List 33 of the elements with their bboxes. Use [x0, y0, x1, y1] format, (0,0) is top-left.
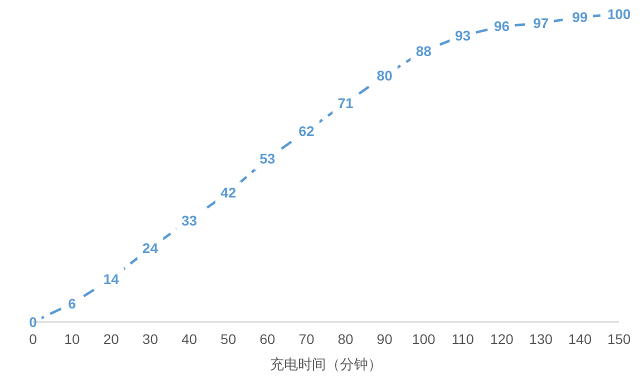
x-tick-label: 110 — [452, 331, 474, 347]
data-label: 93 — [454, 27, 471, 44]
data-label: 100 — [607, 6, 631, 22]
data-label: 97 — [533, 15, 549, 32]
x-tick-label: 60 — [260, 331, 276, 347]
data-label: 6 — [68, 295, 76, 312]
x-tick-label: 120 — [490, 331, 514, 347]
data-label: 99 — [572, 8, 588, 25]
x-tick-label: 100 — [412, 331, 436, 347]
x-tick-label: 30 — [142, 331, 158, 347]
x-tick-label: 40 — [181, 331, 198, 347]
x-tick-label: 150 — [607, 331, 631, 347]
data-label: 24 — [142, 240, 158, 256]
x-tick-label: 140 — [568, 331, 592, 347]
x-tick-label: 80 — [338, 331, 354, 347]
x-tick-label: 20 — [103, 331, 120, 347]
data-label: 0 — [29, 314, 38, 330]
x-tick-label: 70 — [298, 331, 314, 347]
data-label: 53 — [260, 150, 276, 167]
data-label: 80 — [376, 68, 393, 84]
x-tick-label: 50 — [220, 331, 236, 347]
data-label: 71 — [338, 95, 354, 112]
data-label: 33 — [181, 212, 198, 228]
data-label: 14 — [103, 270, 120, 287]
x-tick-label: 10 — [64, 331, 80, 347]
data-label: 96 — [494, 18, 510, 34]
data-label: 62 — [298, 122, 314, 139]
x-tick-label: 0 — [29, 331, 38, 347]
x-axis-title: 充电时间（分钟） — [270, 356, 382, 372]
x-tick-label: 130 — [529, 331, 553, 347]
x-tick-label: 90 — [376, 331, 393, 347]
data-label: 88 — [416, 42, 432, 59]
data-label: 42 — [220, 184, 236, 201]
